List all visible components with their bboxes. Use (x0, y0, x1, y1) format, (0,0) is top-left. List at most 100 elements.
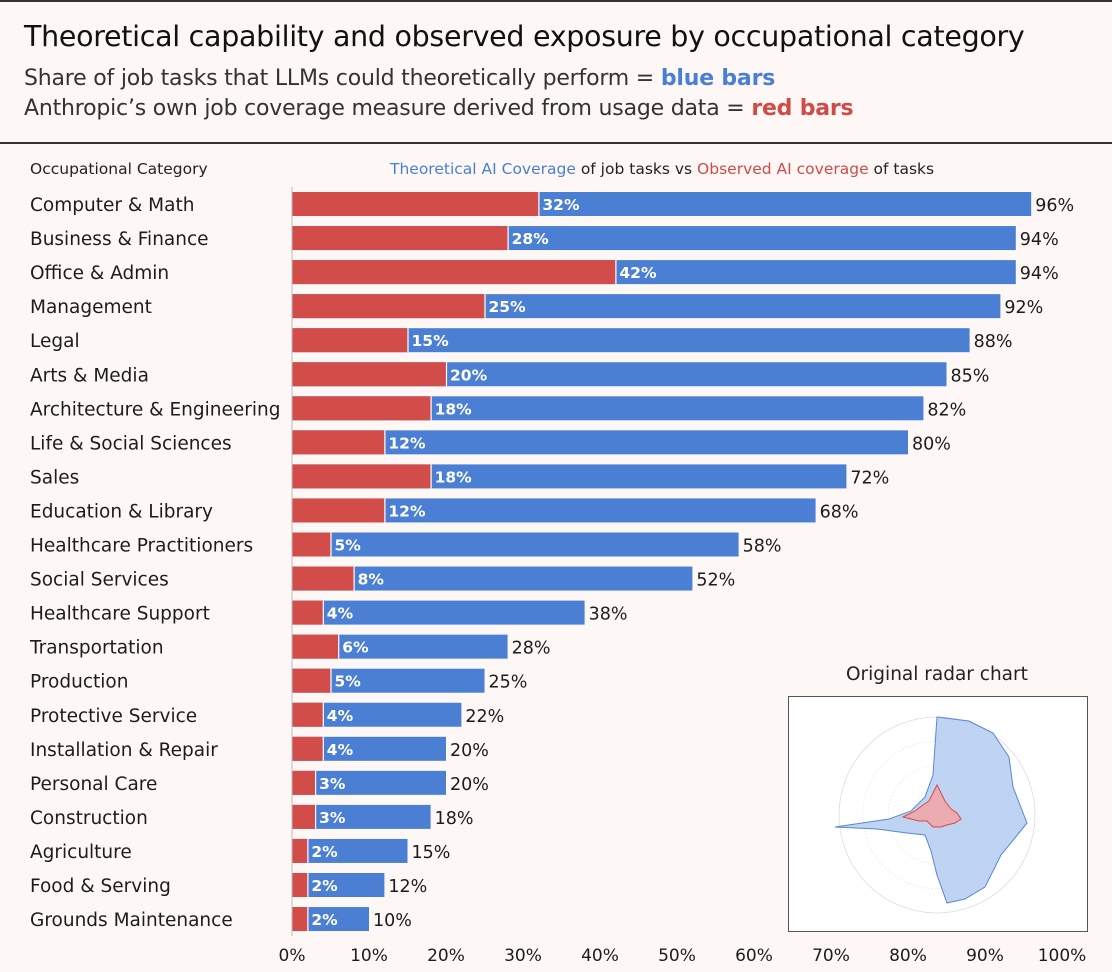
observed-value-label: 18% (435, 468, 473, 486)
category-label: Transportation (29, 638, 164, 659)
observed-value-label: 20% (450, 366, 488, 384)
theoretical-value-label: 20% (450, 775, 489, 795)
observed-bar (292, 498, 385, 523)
category-label: Production (30, 672, 128, 693)
theoretical-value-label: 85% (951, 366, 990, 386)
theoretical-value-label: 25% (489, 673, 528, 693)
theoretical-value-label: 20% (450, 741, 489, 761)
observed-bar (292, 362, 446, 387)
observed-value-label: 2% (311, 877, 338, 895)
observed-bar (292, 668, 331, 693)
category-label: Installation & Repair (30, 740, 218, 761)
observed-value-label: 18% (435, 400, 473, 418)
x-tick-label: 80% (889, 946, 927, 966)
observed-bar (292, 396, 431, 421)
x-tick-label: 20% (427, 946, 465, 966)
observed-bar (292, 634, 339, 659)
observed-value-label: 32% (542, 196, 580, 214)
legend-observed: Observed AI coverage (697, 160, 869, 178)
observed-bar (292, 838, 308, 863)
observed-bar (292, 192, 539, 216)
observed-value-label: 25% (489, 298, 527, 316)
radar-chart-inset (788, 696, 1088, 932)
category-label: Sales (30, 467, 79, 488)
category-label: Grounds Maintenance (30, 910, 233, 931)
subtitle-observed: Anthropic’s own job coverage measure der… (24, 96, 854, 121)
observed-value-label: 4% (327, 707, 354, 725)
theoretical-value-label: 12% (388, 877, 427, 897)
observed-value-label: 4% (327, 605, 354, 623)
category-label: Agriculture (30, 842, 132, 863)
theoretical-bar (292, 566, 693, 591)
x-tick-label: 40% (581, 946, 619, 966)
category-label: Arts & Media (30, 365, 149, 386)
observed-value-label: 4% (327, 741, 354, 759)
category-label: Management (30, 297, 152, 318)
subtitle-theoretical: Share of job tasks that LLMs could theor… (24, 66, 775, 91)
legend-theoretical: Theoretical AI Coverage (390, 160, 576, 178)
theoretical-bar (292, 430, 908, 455)
category-label: Personal Care (30, 774, 157, 795)
observed-bar (292, 873, 308, 897)
category-label: Life & Social Sciences (30, 433, 232, 454)
subtitle-theoretical-text: Share of job tasks that LLMs could theor… (24, 66, 661, 91)
x-tick-label: 90% (966, 946, 1004, 966)
category-label: Protective Service (30, 706, 197, 727)
observed-bar (292, 532, 331, 557)
legend-header: Theoretical AI Coverage of job tasks vs … (390, 160, 934, 178)
observed-bar (292, 226, 508, 251)
category-label: Food & Serving (30, 876, 171, 897)
x-tick-label: 70% (812, 946, 850, 966)
x-tick-label: 50% (658, 946, 696, 966)
observed-value-label: 3% (319, 775, 346, 793)
observed-value-label: 8% (358, 571, 385, 589)
observed-bar (292, 464, 431, 489)
x-tick-label: 60% (735, 946, 773, 966)
theoretical-bar (292, 770, 446, 795)
category-label: Education & Library (30, 501, 213, 522)
theoretical-value-label: 10% (373, 911, 412, 931)
subtitle-theoretical-highlight: blue bars (660, 66, 776, 91)
observed-value-label: 5% (335, 537, 362, 555)
category-label: Legal (30, 331, 80, 352)
observed-value-label: 5% (335, 673, 362, 691)
observed-value-label: 6% (342, 639, 369, 657)
observed-bar (292, 736, 323, 761)
observed-bar (292, 566, 354, 591)
observed-bar (292, 430, 385, 455)
theoretical-value-label: 58% (743, 537, 782, 557)
x-tick-label: 10% (350, 946, 388, 966)
observed-bar (292, 328, 408, 353)
category-label: Social Services (30, 570, 169, 591)
legend-suffix: of tasks (868, 160, 935, 178)
theoretical-value-label: 96% (1035, 196, 1074, 216)
theoretical-value-label: 94% (1020, 230, 1059, 250)
inset-title: Original radar chart (846, 664, 1028, 685)
legend-connector: of job tasks vs (575, 160, 698, 178)
subtitle-observed-text: Anthropic’s own job coverage measure der… (24, 96, 752, 121)
theoretical-value-label: 88% (974, 332, 1013, 352)
chart-title: Theoretical capability and observed expo… (24, 20, 1025, 53)
category-label: Healthcare Practitioners (30, 536, 253, 557)
theoretical-value-label: 28% (512, 639, 551, 659)
category-column-header: Occupational Category (30, 160, 208, 178)
category-label: Construction (30, 808, 148, 829)
observed-bar (292, 804, 316, 829)
theoretical-value-label: 52% (696, 571, 735, 591)
observed-bar (292, 600, 323, 625)
category-label: Computer & Math (30, 195, 194, 216)
observed-value-label: 12% (388, 502, 426, 520)
theoretical-value-label: 22% (465, 707, 504, 727)
subtitle-observed-highlight: red bars (751, 96, 854, 121)
category-label: Office & Admin (30, 263, 169, 284)
observed-bar (292, 907, 308, 932)
theoretical-value-label: 72% (850, 468, 889, 488)
observed-value-label: 2% (311, 911, 338, 929)
theoretical-bar (292, 600, 585, 625)
observed-value-label: 2% (311, 843, 338, 861)
observed-value-label: 42% (619, 264, 657, 282)
theoretical-bar (292, 532, 739, 557)
observed-value-label: 28% (512, 230, 550, 248)
observed-bar (292, 260, 616, 285)
